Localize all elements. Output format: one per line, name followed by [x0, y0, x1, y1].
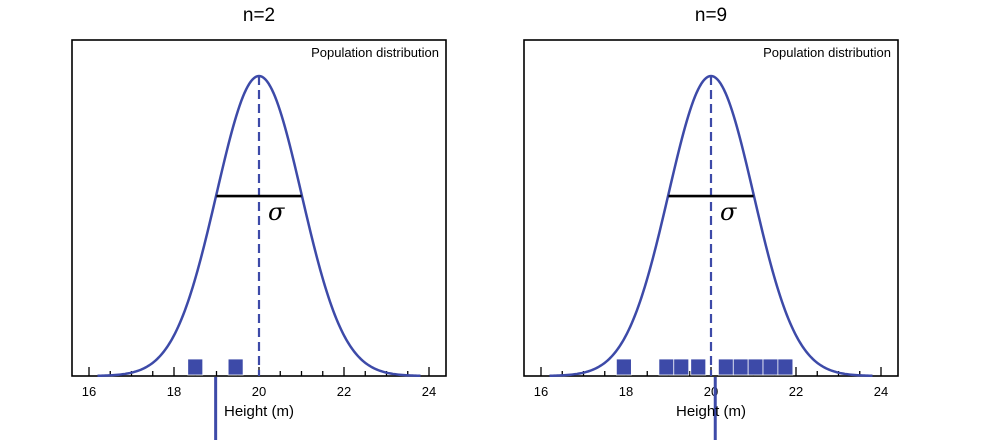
- sample-point: [747, 358, 764, 376]
- sample-point: [187, 358, 204, 376]
- panel-title: n=2: [243, 5, 275, 26]
- x-tick-label: 18: [167, 384, 181, 399]
- sample-point: [658, 358, 675, 376]
- panel-title: n=9: [695, 5, 727, 26]
- sample-point: [690, 358, 707, 376]
- x-tick-label: 22: [337, 384, 351, 399]
- sample-point: [762, 358, 779, 376]
- x-tick-label: 16: [534, 384, 548, 399]
- sigma-label: σ: [720, 198, 737, 226]
- sigma-label: σ: [268, 198, 285, 226]
- x-tick-label: 18: [619, 384, 633, 399]
- sample-point: [717, 358, 734, 376]
- x-axis-label: Height (m): [224, 403, 294, 420]
- x-tick-label: 20: [252, 384, 266, 399]
- population-distribution-label: Population distribution: [311, 45, 439, 60]
- population-distribution-label: Population distribution: [763, 45, 891, 60]
- x-tick-label: 24: [874, 384, 888, 399]
- sample-point: [777, 358, 794, 376]
- x-axis-label: Height (m): [676, 403, 746, 420]
- sample-point: [615, 358, 632, 376]
- x-tick-label: 22: [789, 384, 803, 399]
- sample-point: [673, 358, 690, 376]
- panel-n2: n=2 Population distribution 16 18 20 22 24 σ…: [71, 5, 447, 440]
- x-tick-label: 16: [82, 384, 96, 399]
- sample-point: [732, 358, 749, 376]
- x-tick-label: 24: [422, 384, 436, 399]
- sample-point: [227, 358, 244, 376]
- panel-n9: n=9 Population distribution 16 18 20 22 24 σ…: [523, 5, 899, 440]
